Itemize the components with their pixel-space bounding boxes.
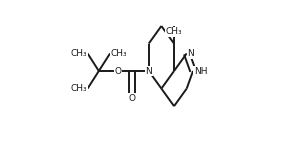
Text: N: N xyxy=(145,66,152,76)
Text: N: N xyxy=(188,49,194,58)
Text: CH₃: CH₃ xyxy=(111,49,127,58)
Text: CH₃: CH₃ xyxy=(166,27,182,36)
Text: CH₃: CH₃ xyxy=(70,49,87,58)
Text: NH: NH xyxy=(194,66,207,76)
Text: O: O xyxy=(128,94,135,103)
Text: O: O xyxy=(114,66,121,76)
Text: CH₃: CH₃ xyxy=(70,84,87,93)
